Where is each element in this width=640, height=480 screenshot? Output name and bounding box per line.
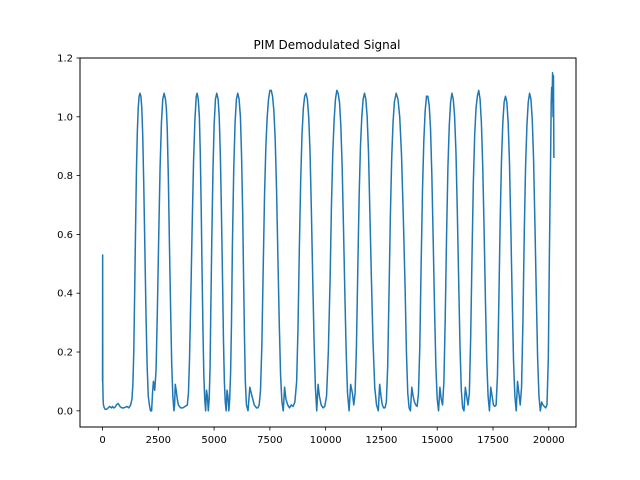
x-tick-label: 20000 bbox=[533, 435, 565, 446]
y-tick-label: 0.8 bbox=[57, 171, 73, 182]
chart-title: PIM Demodulated Signal bbox=[254, 38, 401, 52]
y-axis: 0.0 0.2 0.4 0.6 0.8 1.0 1.2 bbox=[57, 54, 80, 417]
y-tick-label: 1.2 bbox=[57, 54, 73, 65]
y-tick-label: 0.0 bbox=[57, 406, 73, 417]
x-axis: 0 2500 5000 7500 10000 12500 15000 17500 20000 bbox=[99, 427, 565, 446]
y-tick-label: 0.6 bbox=[57, 230, 73, 241]
y-tick-label: 0.4 bbox=[57, 289, 73, 300]
axes-frame bbox=[79, 57, 577, 428]
x-tick-label: 15000 bbox=[421, 435, 453, 446]
x-tick-label: 5000 bbox=[201, 435, 226, 446]
series-line-0 bbox=[101, 71, 555, 412]
y-tick-label: 0.2 bbox=[57, 348, 73, 359]
x-tick-label: 2500 bbox=[146, 435, 171, 446]
x-tick-label: 12500 bbox=[366, 435, 398, 446]
x-tick-label: 7500 bbox=[257, 435, 282, 446]
x-tick-label: 17500 bbox=[477, 435, 509, 446]
y-tick-label: 1.0 bbox=[57, 112, 73, 123]
x-tick-label: 10000 bbox=[310, 435, 342, 446]
plot-area bbox=[101, 71, 555, 412]
x-tick-label: 0 bbox=[99, 435, 105, 446]
